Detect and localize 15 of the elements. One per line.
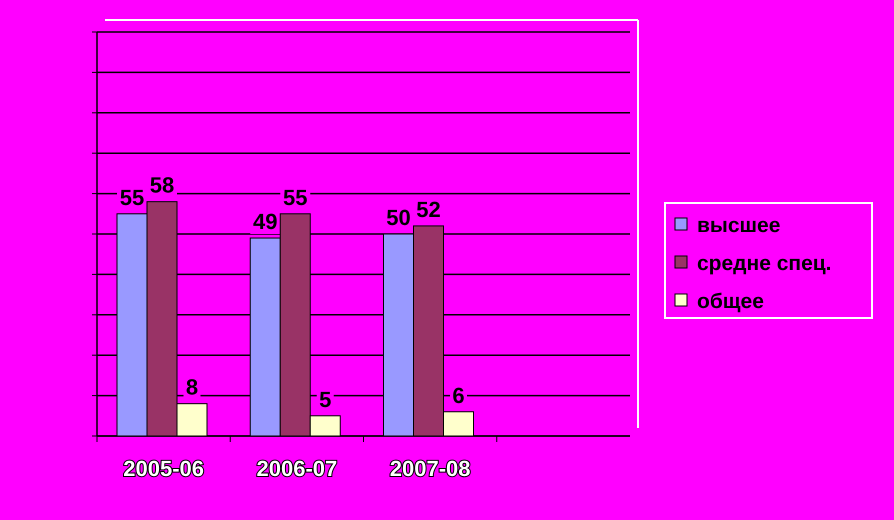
x-tick-label: 2007-08 (390, 456, 470, 481)
legend-label: общее (697, 290, 764, 313)
data-label: 52 (416, 196, 441, 222)
x-tick-label: 2006-07 (256, 456, 338, 481)
data-label: 50 (386, 205, 411, 230)
data-label: 55 (283, 184, 308, 210)
legend-label: высшее (697, 214, 780, 237)
data-label: 6 (452, 382, 465, 408)
legend-label: средне спец. (697, 252, 832, 275)
data-label: 55 (120, 184, 144, 210)
data-label: 58 (150, 172, 174, 198)
data-label: 5 (319, 386, 332, 412)
x-tick-label: 2005-06 (123, 456, 204, 481)
data-label: 8 (186, 374, 198, 400)
data-label: 49 (253, 209, 278, 234)
